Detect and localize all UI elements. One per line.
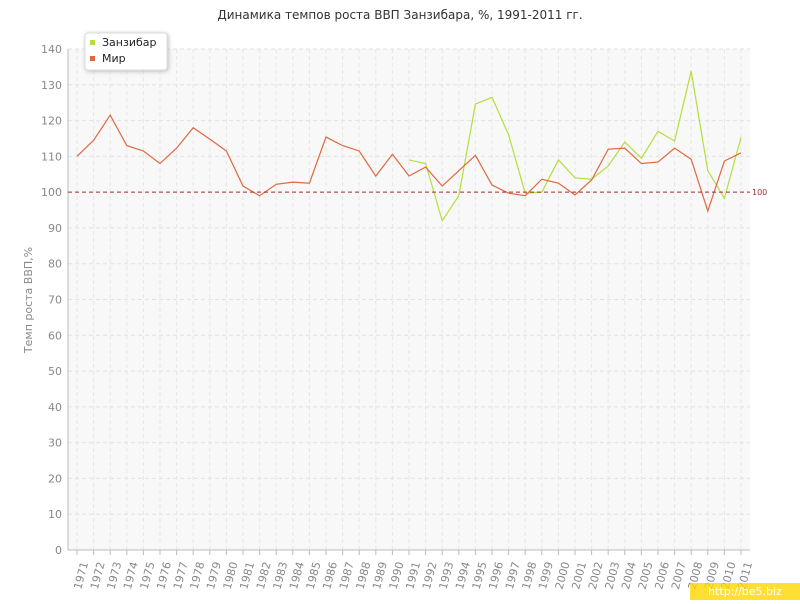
- y-tick-label: 100: [41, 186, 62, 199]
- y-tick-label: 60: [48, 329, 62, 342]
- y-tick-label: 130: [41, 79, 62, 92]
- y-tick-label: 50: [48, 365, 62, 378]
- y-tick-label: 80: [48, 258, 62, 271]
- y-tick-label: 10: [48, 508, 62, 521]
- watermark-bg: [690, 583, 800, 600]
- watermark: http://be5.biz: [708, 585, 782, 598]
- reference-label: 100: [752, 188, 767, 197]
- legend-swatch: [90, 40, 95, 45]
- y-tick-label: 90: [48, 222, 62, 235]
- y-tick-label: 40: [48, 401, 62, 414]
- legend-swatch: [90, 56, 95, 61]
- y-tick-label: 120: [41, 115, 62, 128]
- chart-title: Динамика темпов роста ВВП Занзибара, %, …: [217, 8, 582, 22]
- legend-label: Мир: [102, 52, 126, 65]
- legend-box: [84, 32, 168, 71]
- series-line: [76, 114, 742, 214]
- legend-label: Занзибар: [102, 36, 157, 49]
- y-tick-label: 140: [41, 43, 62, 56]
- plot-area: [68, 49, 750, 550]
- y-axis-label: Темп роста ВВП,%: [22, 247, 35, 354]
- y-tick-label: 20: [48, 472, 62, 485]
- y-tick-label: 70: [48, 294, 62, 307]
- y-tick-label: 110: [41, 150, 62, 163]
- y-tick-label: 0: [55, 544, 62, 557]
- y-tick-label: 30: [48, 437, 62, 450]
